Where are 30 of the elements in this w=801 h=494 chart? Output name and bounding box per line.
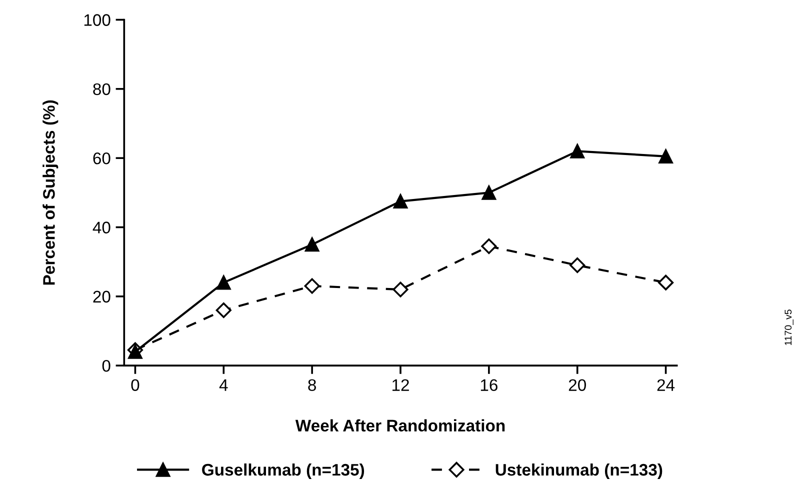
y-axis-title: Percent of Subjects (%) — [42, 100, 58, 285]
x-tick-label: 20 — [568, 379, 586, 391]
point — [658, 274, 674, 290]
x-tick-label: 24 — [657, 379, 675, 391]
point — [481, 238, 497, 254]
y-tick-label: 0 — [102, 360, 110, 372]
y-tick-label: 40 — [92, 222, 110, 234]
legend-label: Guselkumab (n=135) — [202, 463, 364, 479]
x-tick-label: 16 — [480, 379, 498, 391]
point — [304, 278, 320, 294]
x-tick-label: 0 — [131, 379, 140, 391]
text: 1170_v5 — [784, 310, 794, 346]
point — [570, 144, 585, 158]
point — [216, 302, 232, 318]
x-tick-label: 8 — [308, 379, 316, 391]
y-tick-label: 100 — [84, 14, 110, 26]
point — [304, 237, 320, 252]
x-tick-label: 12 — [392, 379, 409, 391]
legend-label: Ustekinumab (n=133) — [496, 463, 662, 479]
point — [658, 149, 673, 164]
point — [482, 186, 496, 200]
point — [216, 275, 231, 290]
y-tick-label: 20 — [93, 290, 110, 303]
y-tick-label: 60 — [93, 152, 110, 164]
point — [392, 282, 408, 298]
x-axis-title: Week After Randomization — [295, 419, 505, 432]
x-tick-label: 4 — [219, 379, 228, 391]
point — [570, 258, 586, 274]
y-tick-label: 80 — [93, 83, 110, 96]
point — [393, 194, 408, 208]
